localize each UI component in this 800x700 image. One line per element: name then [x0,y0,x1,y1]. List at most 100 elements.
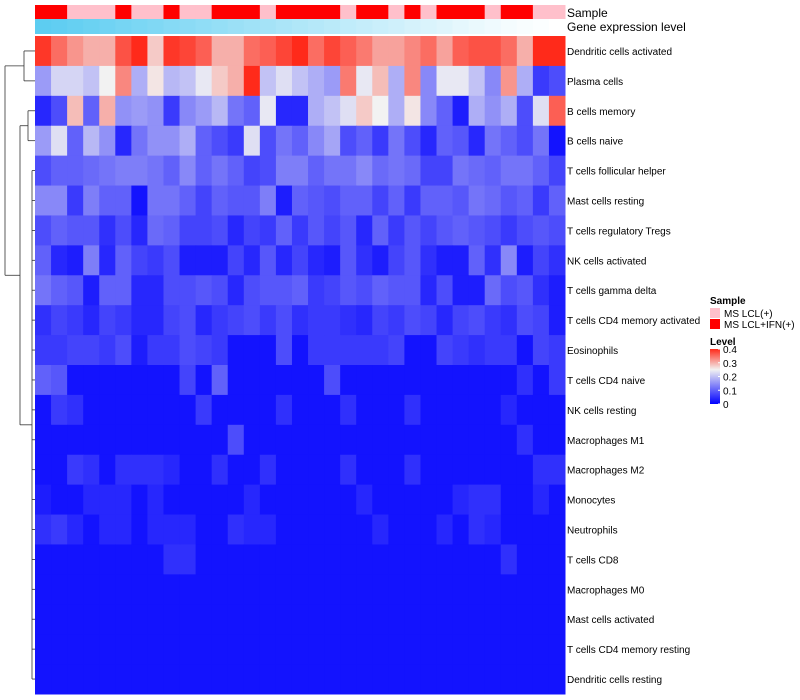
heatmap-cell [436,604,454,635]
heatmap-cell [51,514,68,545]
heatmap-cell [195,305,213,336]
heatmap-cell [35,574,52,605]
sample-annotation-cell [436,5,454,19]
heatmap-cell [532,215,550,246]
sample-annotation-cell [516,5,534,19]
heatmap-cell [83,604,100,635]
legend-swatch-ms-lcl-ifn [710,319,720,329]
heatmap-cell [436,454,454,486]
heatmap-cell [195,155,213,187]
heatmap-cell [372,634,389,665]
heatmap-cell [356,544,373,575]
heatmap-cell [195,664,213,695]
heatmap-cell [420,424,438,456]
heatmap-cell [468,514,486,545]
sample-annotation-cell [324,5,341,19]
heatmap-cell [51,215,68,246]
heatmap-cell [484,574,502,605]
heatmap-cell [468,574,486,605]
sample-annotation-cell [308,5,325,19]
heatmap-cell [356,155,373,187]
row-label: NK cells activated [567,256,646,267]
heatmap-cell [147,664,164,695]
heatmap-cell [179,36,197,67]
heatmap-cell [131,574,148,605]
heatmap-cell [548,634,566,665]
heatmap-cell [259,215,277,246]
heatmap-cell [420,634,438,665]
heatmap-cell [340,514,357,545]
sample-annotation-cell [211,5,229,19]
heatmap-cell [388,365,405,396]
heatmap-cell [500,365,518,396]
heatmap-cell [35,245,52,276]
heatmap-cell [67,36,84,67]
expression-annotation-cell [452,19,470,34]
heatmap-cell [99,544,116,575]
heatmap-cell [532,185,550,216]
heatmap-cell [548,335,566,366]
heatmap-cell [484,544,502,575]
heatmap-cell [163,544,181,575]
heatmap-cell [211,245,229,276]
heatmap-cell [372,65,389,97]
heatmap-cell [179,574,197,605]
heatmap-cell [179,95,197,127]
heatmap-cell [356,634,373,665]
heatmap-cell [500,36,518,67]
heatmap-cell [388,95,405,127]
heatmap-cell [259,424,277,456]
heatmap-cell [51,305,68,336]
heatmap-cell [500,394,518,426]
heatmap-cell [372,544,389,575]
heatmap-cell [308,65,325,97]
heatmap-cell [147,424,164,456]
row-label: Monocytes [567,496,615,507]
heatmap-cell [324,484,341,516]
heatmap-cell [388,36,405,67]
row-label: T cells regulatory Tregs [567,226,671,237]
heatmap-cell [532,95,550,127]
heatmap-cell [484,95,502,127]
heatmap-cell [436,544,454,575]
heatmap-cell [67,544,84,575]
heatmap-cell [500,454,518,486]
heatmap-cell [115,664,132,695]
legend-level-tick-label: 0.2 [723,373,737,384]
heatmap-cell [51,245,68,276]
annotation-label-sample: Sample [567,6,608,20]
heatmap-cell [532,155,550,187]
heatmap-cell [83,574,100,605]
heatmap-cell [179,365,197,396]
heatmap-cell [211,36,229,67]
heatmap-cell [211,275,229,306]
heatmap-cell [275,394,293,426]
heatmap-cell [404,185,421,216]
heatmap-cell [452,424,470,456]
heatmap-cell [468,544,486,575]
heatmap-cell [468,604,486,635]
heatmap-cell [372,424,389,456]
expression-annotation-cell [99,19,116,34]
heatmap-cell [35,335,52,366]
heatmap-cell [99,514,116,545]
heatmap-cell [452,65,470,97]
heatmap-cell [372,604,389,635]
heatmap-cell [436,125,454,157]
expression-annotation-cell [484,19,502,34]
heatmap-cell [516,574,534,605]
heatmap-cell [420,245,438,276]
heatmap-cell [83,275,100,306]
heatmap-cell [115,125,132,157]
heatmap-cell [115,484,132,516]
heatmap-cell [308,275,325,306]
heatmap-cell [211,335,229,366]
heatmap-cell [500,185,518,216]
heatmap-cell [99,125,116,157]
legend-level-tick-label: 0.4 [723,345,737,356]
heatmap-cell [115,424,132,456]
expression-annotation-cell [388,19,405,34]
heatmap-cell [243,484,261,516]
heatmap-cell [548,394,566,426]
heatmap-cell [243,305,261,336]
